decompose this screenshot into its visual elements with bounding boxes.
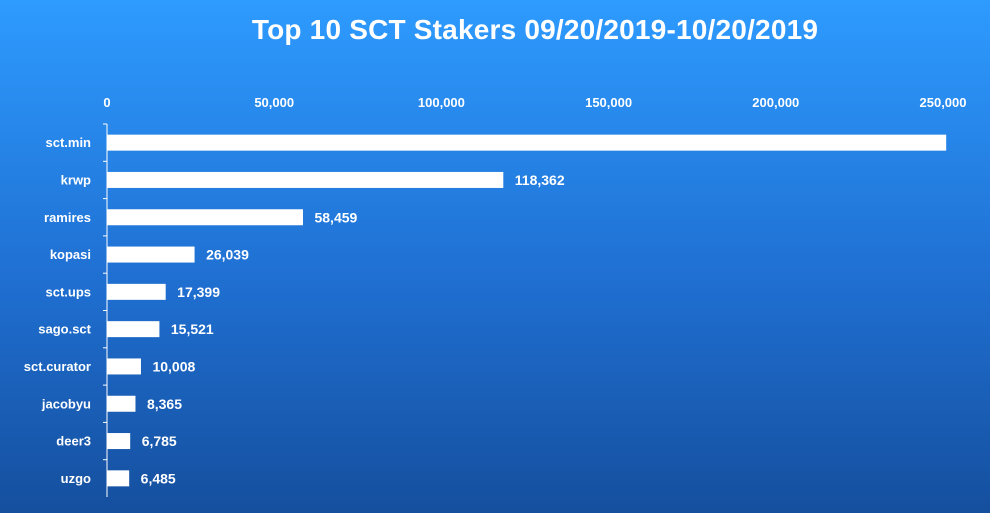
category-labels: sct.min krwp ramires kopasi sct.ups sago.sct s… <box>24 123 107 486</box>
data-label: 6,485 <box>141 470 176 486</box>
data-label: 58,459 <box>314 209 357 225</box>
bar <box>107 470 130 487</box>
bars <box>107 134 947 487</box>
data-label: 15,521 <box>171 321 214 337</box>
x-axis-ticks: 0 50,000 100,000 150,000 200,000 250,000 <box>103 95 966 110</box>
bar <box>107 283 166 300</box>
x-tick-label: 100,000 <box>418 95 465 110</box>
category-label: deer3 <box>56 434 91 449</box>
data-label: 10,008 <box>152 358 195 374</box>
category-label: jacobyu <box>41 396 91 411</box>
data-label: 26,039 <box>206 247 249 263</box>
category-label: ramires <box>44 210 91 225</box>
x-tick-label: 150,000 <box>585 95 632 110</box>
bar <box>107 171 504 188</box>
data-label: 6,785 <box>142 433 177 449</box>
bar <box>107 134 947 151</box>
bar <box>107 209 303 226</box>
category-label: sct.curator <box>24 359 91 374</box>
data-label: 118,362 <box>515 172 565 188</box>
category-label: sct.min <box>45 135 91 150</box>
data-labels: 118,362 58,459 26,039 17,399 15,521 10,008 8,3… <box>141 172 565 486</box>
bar <box>107 358 141 375</box>
x-tick-label: 0 <box>103 95 110 110</box>
bar <box>107 321 160 338</box>
data-label: 17,399 <box>177 284 220 300</box>
chart-title: Top 10 SCT Stakers 09/20/2019-10/20/2019 <box>251 14 819 45</box>
bar <box>107 433 131 450</box>
category-label: sago.sct <box>38 322 91 337</box>
data-label: 8,365 <box>147 396 182 412</box>
x-tick-label: 200,000 <box>752 95 799 110</box>
bar <box>107 395 136 412</box>
bar <box>107 246 195 263</box>
category-label: krwp <box>61 172 91 187</box>
category-label: kopasi <box>50 247 91 262</box>
category-label: uzgo <box>61 471 91 486</box>
x-tick-label: 250,000 <box>920 95 967 110</box>
category-label: sct.ups <box>45 284 91 299</box>
x-tick-label: 50,000 <box>254 95 294 110</box>
